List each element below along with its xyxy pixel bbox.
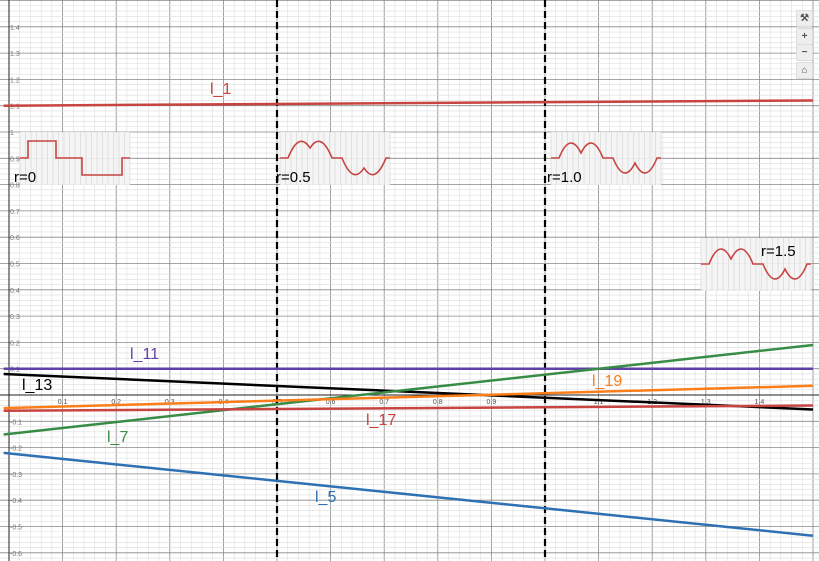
- waveform-path: [20, 140, 130, 176]
- x-tick-label: 0.8: [433, 399, 443, 406]
- y-tick-label: -0.1: [10, 419, 22, 426]
- y-tick-label: 0.3: [10, 314, 20, 321]
- series-line-l_17: [3, 404, 814, 413]
- y-tick-label: -0.4: [10, 498, 22, 505]
- series-label-l_11: l_11: [130, 346, 159, 363]
- series-line-l_1: [3, 99, 814, 107]
- waveform-path: [551, 142, 661, 174]
- y-tick-label: 0.1: [10, 367, 20, 374]
- series-line-l_5: [3, 451, 814, 537]
- y-tick-label: 0.8: [10, 183, 20, 190]
- series-label-l_1: l_1: [210, 81, 231, 98]
- x-tick-label: 0.7: [379, 399, 389, 406]
- y-tick-label: 0.2: [10, 340, 20, 347]
- y-tick-label: 1.1: [10, 104, 20, 111]
- zoom-out-button[interactable]: −: [796, 44, 813, 61]
- x-tick-label: 1.3: [701, 399, 711, 406]
- series-line-l_7: [3, 343, 814, 436]
- inset-label: r=1.5: [761, 243, 796, 260]
- waveform-path: [280, 140, 390, 176]
- y-tick-label: 0.7: [10, 209, 20, 216]
- waveform-inset: r=0.5: [276, 132, 391, 186]
- waveform-path: [701, 248, 811, 280]
- series-label-l_13: l_13: [22, 377, 52, 394]
- series-line-l_13: [3, 372, 814, 411]
- y-tick-label: 0.5: [10, 262, 20, 269]
- y-tick-label: -0.3: [10, 472, 22, 479]
- y-tick-label: 1.4: [10, 25, 20, 32]
- y-tick-label: -0.2: [10, 446, 22, 453]
- inset-label: r=0.5: [276, 169, 311, 186]
- series-label-l_7: l_7: [107, 429, 128, 446]
- x-tick-label: 0.6: [326, 399, 336, 406]
- y-tick-label: -0.6: [10, 551, 22, 558]
- series-line-l_19: [3, 384, 814, 410]
- waveform-inset: r=1.0: [547, 132, 662, 186]
- y-tick-label: 0.6: [10, 235, 20, 242]
- y-tick-label: 0.4: [10, 288, 20, 295]
- zoom-in-button[interactable]: +: [796, 28, 813, 45]
- inset-label: r=1.0: [547, 169, 582, 186]
- y-tick-label: 1.3: [10, 51, 20, 58]
- x-tick-label: 0.2: [111, 399, 121, 406]
- wrench-icon[interactable]: ⚒: [796, 10, 813, 27]
- waveform-inset: r=1.5: [700, 238, 812, 291]
- x-tick-label: 0.9: [487, 399, 497, 406]
- y-tick-label: -0.5: [10, 525, 22, 532]
- home-icon[interactable]: ⌂: [796, 62, 813, 79]
- y-tick-label: 1.2: [10, 77, 20, 84]
- x-tick-label: 1.1: [594, 399, 604, 406]
- series-label-l_19: l_19: [592, 373, 622, 390]
- x-tick-label: 1.4: [755, 399, 765, 406]
- x-tick-label: 0.1: [58, 399, 68, 406]
- series-label-l_5: l_5: [315, 489, 336, 506]
- series-label-l_17: l_17: [366, 412, 396, 429]
- y-tick-label: 1: [10, 130, 14, 137]
- inset-label: r=0: [14, 169, 36, 186]
- y-tick-label: 0.9: [10, 156, 20, 163]
- waveform-inset: r=0: [14, 132, 131, 186]
